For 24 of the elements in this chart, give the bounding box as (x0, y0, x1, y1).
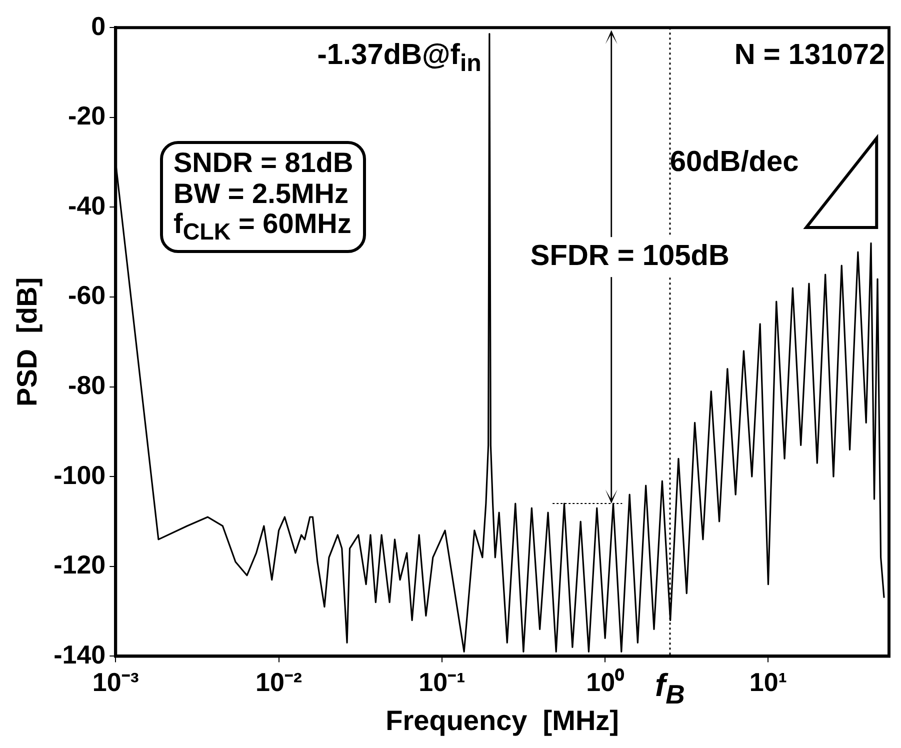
y-tick-label: -100 (54, 460, 106, 490)
annotation: N = 131072 (734, 38, 886, 72)
x-tick-label: 10⁻² (255, 666, 302, 697)
annotation: 60dB/dec (670, 146, 799, 179)
y-axis-title: PSD [dB] (12, 277, 43, 406)
y-tick-label: -20 (68, 100, 106, 131)
ref-line-label: f$_{B}$ (655, 667, 685, 710)
x-tick-label: 10⁻³ (92, 666, 140, 697)
y-tick-label: -120 (54, 550, 106, 580)
x-tick-label: 10⁻¹ (418, 666, 466, 697)
y-tick-label: -40 (68, 190, 106, 220)
y-tick-label: -60 (68, 280, 106, 310)
rounded-box: SNDR = 81dB BW = 2.5MHz f$_{CLK}$ = 60MHz (160, 140, 366, 253)
x-tick-label: 10¹ (749, 666, 788, 697)
x-tick-label: 10⁰ (586, 666, 626, 697)
annotation: SNDR = 81dB (173, 146, 354, 179)
y-tick-label: 0 (91, 10, 106, 41)
annotation: -1.37dB@f$_{in}$ (317, 38, 482, 78)
annotation: BW = 2.5MHz (173, 178, 350, 210)
y-tick-label: -140 (54, 639, 106, 670)
y-tick-label: -80 (68, 370, 106, 400)
x-axis-title: Frequency [MHz] (386, 704, 619, 736)
annotation: SFDR = 105dB (528, 237, 732, 277)
annotation: f$_{CLK}$ = 60MHz (173, 208, 352, 246)
